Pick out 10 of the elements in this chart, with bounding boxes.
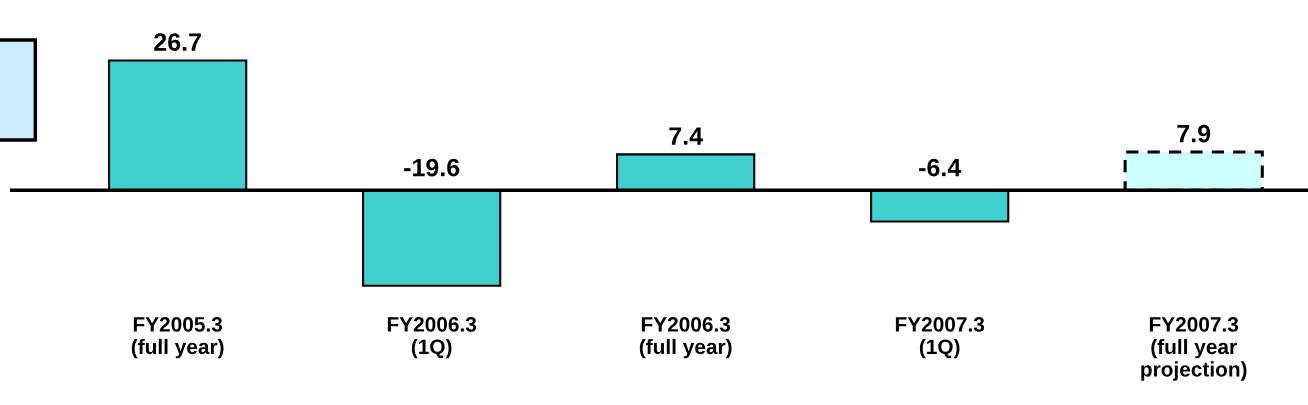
data-label: -6.4 bbox=[919, 158, 962, 177]
x-tick-label: FY2006.3 (1Q) bbox=[387, 316, 477, 359]
x-tick-label: FY2007.3 (1Q) bbox=[895, 316, 985, 359]
data-label: -19.6 bbox=[404, 158, 460, 177]
data-label: 26.7 bbox=[154, 33, 201, 51]
x-tick-label: FY2007.3 (full year projection) bbox=[1141, 316, 1247, 381]
x-tick-label: FY2005.3 (full year) bbox=[131, 316, 224, 359]
data-label: 7.4 bbox=[669, 127, 703, 145]
x-tick-label: FY2006.3 (full year) bbox=[639, 316, 732, 359]
data-label: 7.9 bbox=[1177, 124, 1211, 143]
